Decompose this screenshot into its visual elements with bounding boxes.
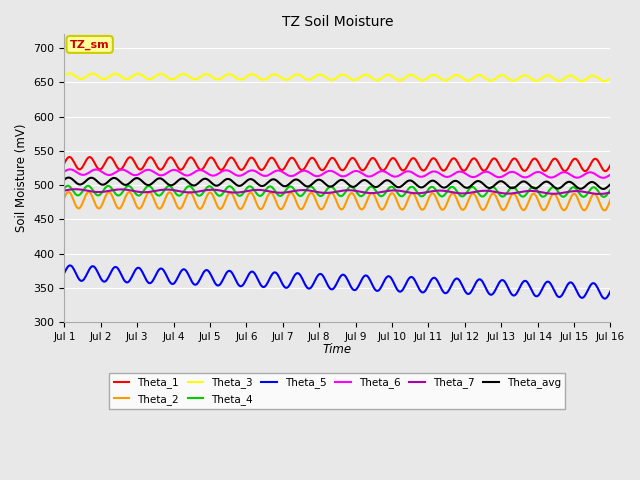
Theta_3 <box>212 76 220 82</box>
Theta_1 <box>607 162 614 168</box>
Theta_5 <box>71 269 79 275</box>
Line: Theta_7: Theta_7 <box>65 189 611 194</box>
Line: Theta_2: Theta_2 <box>65 192 611 210</box>
Theta_3 <box>71 73 79 79</box>
Theta_2 <box>420 205 428 211</box>
Theta_avg <box>61 177 68 182</box>
Theta_5 <box>404 276 412 282</box>
Theta_3 <box>61 73 68 79</box>
Theta_7 <box>70 186 78 192</box>
Theta_7 <box>420 190 428 195</box>
Theta_2 <box>607 197 614 203</box>
Theta_avg <box>420 183 428 189</box>
Theta_5 <box>420 289 428 295</box>
X-axis label: Time: Time <box>323 343 352 356</box>
Line: Theta_4: Theta_4 <box>65 186 611 197</box>
Theta_6 <box>599 175 607 180</box>
Theta_2 <box>65 189 72 195</box>
Theta_1 <box>183 159 191 165</box>
Theta_7 <box>127 188 135 193</box>
Theta_avg <box>71 179 79 185</box>
Theta_1 <box>420 168 428 173</box>
Theta_4 <box>65 183 72 189</box>
Theta_5 <box>127 275 135 281</box>
Theta_avg <box>212 183 220 189</box>
Theta_1 <box>71 161 79 167</box>
Line: Theta_avg: Theta_avg <box>65 178 611 189</box>
Theta_6 <box>66 167 74 172</box>
Theta_3 <box>607 75 614 81</box>
Line: Theta_6: Theta_6 <box>65 169 611 178</box>
Line: Theta_5: Theta_5 <box>65 265 611 299</box>
Theta_1 <box>212 160 220 166</box>
Theta_6 <box>607 172 614 178</box>
Y-axis label: Soil Moisture (mV): Soil Moisture (mV) <box>15 124 28 232</box>
Theta_avg <box>600 186 607 192</box>
Theta_5 <box>212 281 220 287</box>
Theta_1 <box>61 160 68 166</box>
Legend: Theta_1, Theta_2, Theta_3, Theta_4, Theta_5, Theta_6, Theta_7, Theta_avg: Theta_1, Theta_2, Theta_3, Theta_4, Thet… <box>109 373 565 408</box>
Theta_4 <box>404 186 412 192</box>
Theta_6 <box>71 168 79 174</box>
Theta_6 <box>420 173 428 179</box>
Theta_2 <box>212 199 220 204</box>
Theta_3 <box>420 77 428 83</box>
Theta_2 <box>600 207 608 213</box>
Theta_2 <box>404 195 412 201</box>
Theta_2 <box>127 191 135 197</box>
Line: Theta_3: Theta_3 <box>65 73 611 81</box>
Theta_6 <box>183 173 191 179</box>
Theta_3 <box>600 78 608 84</box>
Theta_5 <box>183 269 191 275</box>
Line: Theta_1: Theta_1 <box>65 157 611 171</box>
Theta_7 <box>607 190 614 195</box>
Theta_3 <box>183 72 191 78</box>
Theta_4 <box>420 192 428 198</box>
Theta_avg <box>607 181 614 187</box>
Theta_1 <box>127 155 135 160</box>
Theta_avg <box>183 178 191 183</box>
Theta_1 <box>602 168 609 174</box>
Theta_4 <box>127 185 135 191</box>
Theta_4 <box>71 191 79 196</box>
Theta_3 <box>127 74 135 80</box>
Theta_4 <box>607 187 614 192</box>
Theta_1 <box>404 161 412 167</box>
Theta_avg <box>65 175 73 180</box>
Theta_2 <box>183 193 191 199</box>
Theta_avg <box>127 179 135 184</box>
Theta_2 <box>71 201 79 207</box>
Title: TZ Soil Moisture: TZ Soil Moisture <box>282 15 393 29</box>
Theta_4 <box>61 185 68 191</box>
Theta_5 <box>607 288 614 294</box>
Theta_4 <box>183 185 191 191</box>
Theta_4 <box>212 190 220 195</box>
Theta_7 <box>72 186 79 192</box>
Theta_5 <box>602 296 609 301</box>
Theta_7 <box>212 187 220 193</box>
Theta_7 <box>404 190 412 195</box>
Theta_6 <box>212 172 220 178</box>
Theta_1 <box>66 154 74 160</box>
Theta_3 <box>66 71 74 76</box>
Theta_4 <box>600 194 607 200</box>
Theta_3 <box>404 72 412 78</box>
Text: TZ_sm: TZ_sm <box>70 39 109 49</box>
Theta_7 <box>595 191 603 197</box>
Theta_2 <box>61 195 68 201</box>
Theta_5 <box>61 270 68 276</box>
Theta_6 <box>127 171 135 177</box>
Theta_7 <box>183 190 191 195</box>
Theta_avg <box>404 178 412 184</box>
Theta_6 <box>61 168 68 174</box>
Theta_5 <box>66 263 74 268</box>
Theta_7 <box>61 188 68 193</box>
Theta_6 <box>404 168 412 174</box>
